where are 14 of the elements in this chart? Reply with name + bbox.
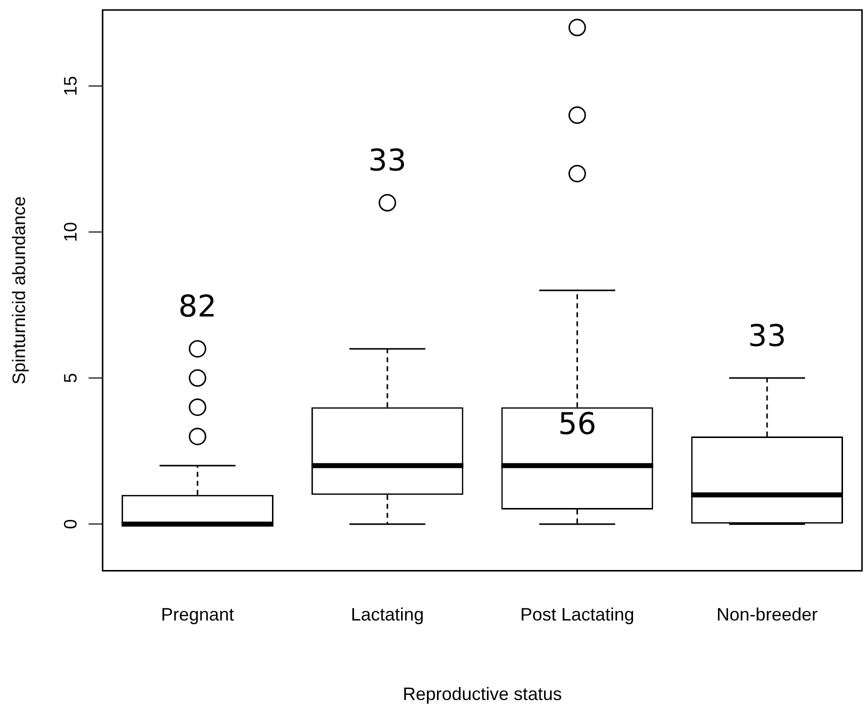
y-tick-label: 0 (60, 519, 81, 530)
annotation: 33 (748, 318, 786, 354)
x-axis-title: Reproductive status (402, 684, 562, 704)
x-tick-label: Pregnant (160, 604, 234, 625)
annotation: 82 (178, 290, 217, 325)
x-tick-label: Post Lactating (520, 604, 634, 625)
y-tick-label: 15 (60, 76, 81, 96)
x-tick-label: Lactating (350, 604, 424, 625)
annotation: 33 (368, 144, 406, 179)
y-tick-label: 10 (60, 222, 81, 242)
annotation: 56 (558, 407, 596, 442)
x-tick-label: Non-breeder (716, 604, 818, 625)
y-axis-title: Spinturnicid abundance (8, 196, 29, 384)
y-tick-label: 5 (60, 373, 81, 384)
